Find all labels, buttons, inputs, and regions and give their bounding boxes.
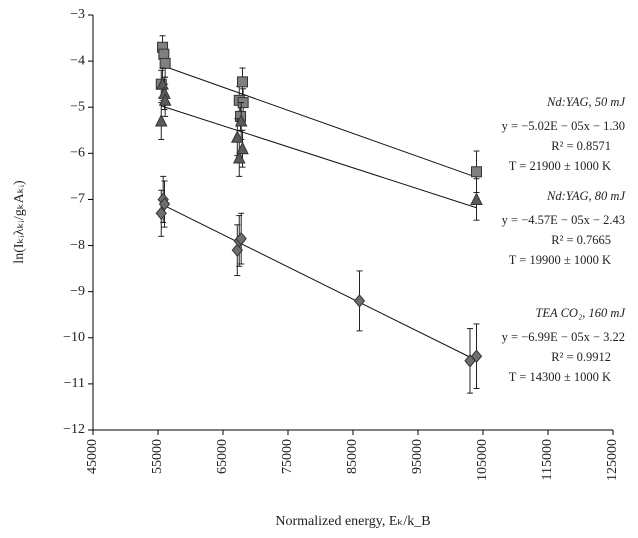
x-axis-label: Normalized energy, Eₖ/k_B [275, 514, 430, 529]
annotation: R² = 0.7665 [551, 233, 611, 247]
annotation: R² = 0.9912 [551, 350, 611, 364]
legend-label: TEA CO₂, 160 mJ [535, 306, 626, 320]
fit-line [161, 105, 477, 209]
x-tick-label: 85000 [345, 439, 360, 474]
y-tick-label: −11 [64, 376, 85, 391]
x-tick-label: 45000 [85, 439, 100, 474]
data-point [236, 141, 249, 155]
data-point [234, 113, 248, 127]
legend-label: Nd:YAG, 50 mJ [546, 95, 626, 109]
data-point [353, 294, 366, 308]
x-tick-label: 75000 [280, 439, 295, 474]
annotation: R² = 0.8571 [551, 139, 611, 153]
data-point [237, 76, 248, 88]
annotation: T = 19900 ± 1000 K [509, 253, 611, 267]
y-tick-label: −12 [63, 422, 85, 437]
y-tick-label: −7 [70, 192, 85, 207]
x-tick-label: 95000 [410, 439, 425, 474]
data-point [470, 192, 483, 205]
y-axis-label: ln(Iₖᵢλₖᵢ/gₖAₖᵢ) [12, 180, 27, 264]
y-tick-label: −8 [70, 238, 85, 253]
data-point [155, 206, 167, 221]
data-point [470, 349, 483, 364]
fit-line [161, 203, 477, 361]
data-point [471, 166, 482, 178]
legend-label: Nd:YAG, 80 mJ [546, 189, 626, 203]
data-point [231, 243, 243, 257]
annotation: y = −5.02E − 05x − 1.30 [502, 119, 625, 133]
data-point [235, 231, 247, 246]
y-tick-label: −3 [70, 7, 85, 22]
data-point [159, 57, 171, 69]
data-point [156, 77, 169, 90]
fit-line [161, 64, 477, 178]
annotation: y = −6.99E − 05x − 3.22 [502, 330, 625, 344]
y-tick-label: −4 [70, 53, 85, 68]
y-tick-label: −9 [70, 284, 85, 299]
data-point [158, 48, 170, 60]
x-tick-label: 125000 [605, 439, 620, 481]
data-point [154, 113, 168, 127]
x-tick-label: 65000 [215, 439, 230, 474]
annotation: T = 14300 ± 1000 K [509, 370, 611, 384]
annotation: y = −4.57E − 05x − 2.43 [502, 213, 625, 227]
x-tick-label: 115000 [540, 439, 555, 480]
data-point [230, 130, 244, 143]
annotation: T = 21900 ± 1000 K [509, 159, 611, 173]
y-tick-label: −6 [70, 146, 85, 161]
x-tick-label: 55000 [150, 439, 165, 474]
y-tick-label: −10 [63, 330, 85, 345]
data-point [232, 150, 246, 164]
data-point [158, 93, 172, 106]
y-tick-label: −5 [70, 99, 85, 114]
data-point [158, 197, 171, 211]
x-tick-label: 105000 [475, 439, 490, 481]
